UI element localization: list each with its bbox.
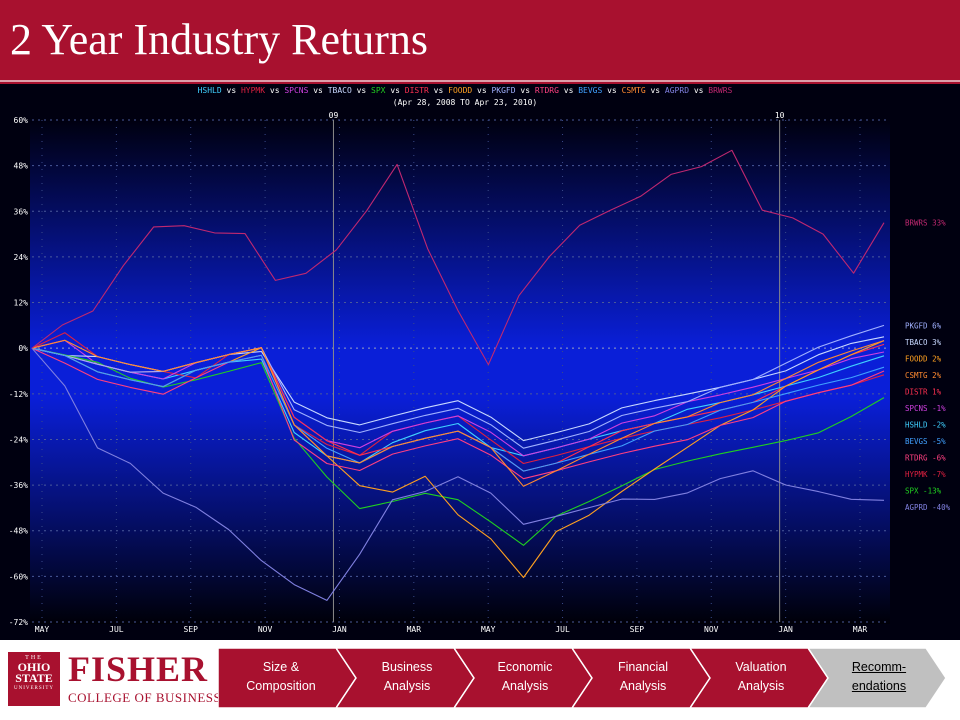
x-tick-label: JUL [555,625,570,634]
y-tick-label: -24% [9,435,28,444]
header-series-name: CSMTG [622,86,646,95]
x-tick-label: MAR [407,625,422,634]
footer: THE OHIO STATE UNIVERSITY FISHER COLLEGE… [0,640,960,720]
year-marker-label: 10 [775,111,785,120]
y-tick-label: 60% [14,116,29,125]
slide-title: 2 Year Industry Returns [10,15,428,64]
logo-subtitle: COLLEGE OF BUSINESS [68,690,222,705]
end-label-pkgfd: PKGFD 6% [905,321,942,330]
y-tick-label: 24% [14,253,29,262]
plot-background [30,120,890,624]
nav-step-6[interactable]: Recomm-endations [808,648,946,708]
header-series-name: BRWRS [708,86,732,95]
end-label-agprd: AGPRD -40% [905,503,951,512]
header-series-name: RTDRG [535,86,559,95]
header-series-name: AGPRD [665,86,689,95]
x-tick-label: NOV [704,625,719,634]
chart-area: 60% 48% 36% 24% 12% 0% -12% -24% -36% -48% -60% -72… [0,84,960,640]
nav-step-label: Valuation Analysis [735,660,787,693]
end-label-foodd: FOODD 2% [905,354,942,363]
chart-subtitle: (Apr 28, 2008 TO Apr 23, 2010) [393,98,538,107]
end-label-hshld: HSHLD -2% [905,420,946,429]
end-label-csmtg: CSMTG 2% [905,371,942,380]
y-tick-label: 36% [14,207,29,216]
end-label-spcns: SPCNS -1% [905,404,946,413]
nav-step-5[interactable]: Valuation Analysis [690,648,828,708]
nav-step-label: Business Analysis [381,660,433,693]
header-series-name: BEVGS [578,86,602,95]
y-tick-label: -72% [9,618,28,627]
x-tick-label: JAN [778,625,793,634]
x-tick-label: SEP [184,625,199,634]
header-series-name: DISTR [405,86,429,95]
x-tick-label: JUL [109,625,124,634]
y-tick-label: 0% [18,344,28,353]
header-series-name: HYPMK [241,86,265,95]
nav-step-3[interactable]: Economic Analysis [454,648,592,708]
nav-step-1[interactable]: Size & Composition [218,648,356,708]
series-line-spx [31,347,885,546]
end-label-brwrs: BRWRS 33% [905,219,946,228]
header-series-name: TBACO [328,86,352,95]
nav-step-2[interactable]: Business Analysis [336,648,474,708]
x-tick-label: MAR [853,625,868,634]
end-label-distr: DISTR 1% [905,387,942,396]
x-tick-label: MAY [481,625,496,634]
osu-seal: THE OHIO STATE UNIVERSITY [8,652,60,706]
end-label-rtdrg: RTDRG -6% [905,453,946,462]
header-series-name: FOODD [448,86,472,95]
series-line-csmtg [31,339,885,487]
title-bar [0,0,960,84]
y-tick-label: -12% [9,390,28,399]
title-divider [0,80,960,82]
x-tick-label: NOV [258,625,273,634]
series-line-agprd [31,347,885,601]
fisher-logo: THE OHIO STATE UNIVERSITY FISHER COLLEGE… [8,649,221,706]
header-series-name: HSHLD [198,86,222,95]
nav-step-label: Recomm-endations [851,660,907,693]
y-tick-label: 48% [14,162,29,171]
end-label-tbaco: TBACO 3% [905,338,942,347]
y-tick-label: -60% [9,572,28,581]
end-label-hypmk: HYPMK -7% [905,470,946,479]
y-tick-label: -36% [9,481,28,490]
nav-step-label: Economic Analysis [497,660,553,693]
series-line-spcns [31,339,885,457]
end-label-spx: SPX -13% [905,486,942,495]
logo-name: FISHER [68,649,209,689]
y-tick-label: 12% [14,299,29,308]
year-marker-label: 09 [329,111,339,120]
x-tick-label: MAY [35,625,50,634]
series-header: HSHLD vs HYPMK vs SPCNS vs TBACO vs SPX … [198,86,733,95]
nav-step-label: Size & Composition [246,660,316,693]
x-tick-label: JAN [332,625,347,634]
series-line-brwrs [31,149,885,366]
line-chart: 60% 48% 36% 24% 12% 0% -12% -24% -36% -48% -60% -72… [0,84,960,640]
header-series-name: PKGFD [491,86,515,95]
header-series-name: SPCNS [284,86,308,95]
nav-step-4[interactable]: Financial Analysis [572,648,710,708]
end-label-bevgs: BEVGS -5% [905,437,946,446]
nav-step-label: Financial Analysis [617,660,669,693]
header-series-name: SPX [371,86,386,95]
x-tick-label: SEP [630,625,645,634]
y-tick-label: -48% [9,527,28,536]
series-line-rtdrg [31,347,885,480]
